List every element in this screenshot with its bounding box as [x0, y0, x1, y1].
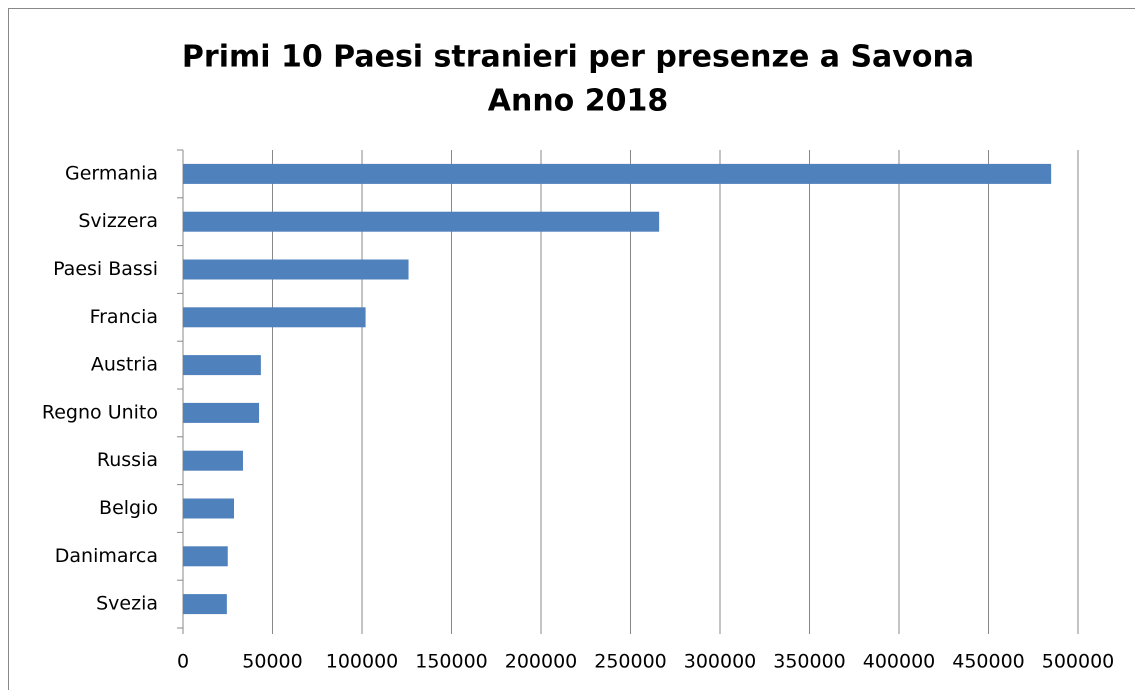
- y-tick-label: Austria: [91, 354, 158, 376]
- x-tick-label: 200000: [505, 651, 578, 673]
- y-tick-label: Danimarca: [55, 545, 158, 567]
- x-tick-label: 500000: [1042, 651, 1115, 673]
- y-tick-label: Svezia: [96, 593, 158, 615]
- x-tick-label: 250000: [594, 651, 667, 673]
- x-tick-label: 300000: [684, 651, 757, 673]
- y-tick-label: Belgio: [99, 497, 158, 519]
- y-tick-label: Germania: [65, 162, 158, 184]
- y-tick-label: Francia: [90, 306, 158, 328]
- x-tick-label: 450000: [952, 651, 1025, 673]
- bar: [183, 594, 227, 615]
- y-tick-label: Svizzera: [78, 210, 158, 232]
- chart-subtitle: Anno 2018: [488, 84, 668, 119]
- x-tick-label: 150000: [415, 651, 488, 673]
- bar: [183, 259, 409, 280]
- chart-title: Primi 10 Paesi stranieri per presenze a …: [182, 40, 974, 75]
- bar: [183, 211, 660, 232]
- x-tick-label: 350000: [773, 651, 846, 673]
- bar: [183, 546, 228, 567]
- chart-border: [8, 8, 1135, 690]
- y-tick-label: Paesi Bassi: [53, 258, 158, 280]
- bar: [183, 307, 366, 328]
- bar: [183, 163, 1052, 184]
- y-tick-label: Regno Unito: [42, 401, 158, 423]
- x-tick-label: 0: [177, 651, 189, 673]
- x-tick-label: 50000: [242, 651, 302, 673]
- bar: [183, 355, 261, 376]
- bar: [183, 498, 235, 519]
- y-tick-label: Russia: [97, 449, 158, 471]
- x-tick-label: 100000: [326, 651, 399, 673]
- bar: [183, 402, 260, 423]
- x-tick-label: 400000: [863, 651, 936, 673]
- bar: [183, 450, 243, 471]
